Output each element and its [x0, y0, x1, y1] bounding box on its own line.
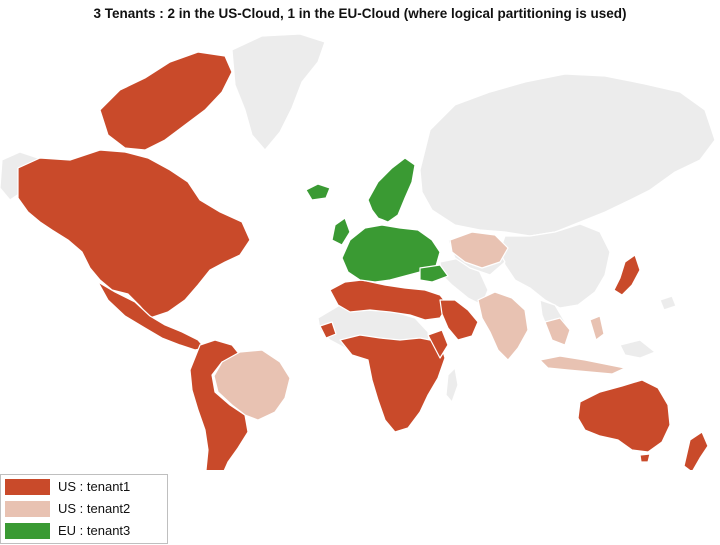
west-africa[interactable] [319, 321, 337, 339]
china[interactable] [499, 223, 611, 309]
southern-africa[interactable] [339, 334, 446, 433]
new-zealand[interactable] [683, 431, 709, 470]
japan[interactable] [613, 254, 641, 296]
turkey[interactable] [419, 264, 449, 283]
arabian-peninsula[interactable] [439, 299, 479, 341]
north-america[interactable] [17, 149, 251, 319]
tasmania[interactable] [639, 453, 651, 463]
southeast-asia[interactable] [544, 317, 571, 346]
world-map [0, 33, 716, 470]
legend-label-tenant2: US : tenant2 [58, 501, 131, 516]
australia[interactable] [577, 379, 671, 453]
legend-label-tenant3: EU : tenant3 [58, 523, 131, 538]
tenant1-regions [17, 51, 709, 470]
brazil[interactable] [213, 349, 291, 421]
russia[interactable] [419, 73, 716, 237]
uk-ireland[interactable] [331, 217, 351, 246]
tenant3-regions [305, 157, 449, 283]
kazakhstan[interactable] [449, 231, 509, 269]
legend-swatch-tenant2 [5, 501, 50, 517]
legend-item-tenant2: US : tenant2 [3, 499, 163, 519]
indonesia[interactable] [539, 355, 626, 375]
legend-item-tenant3: EU : tenant3 [3, 521, 163, 541]
east-africa[interactable] [427, 329, 449, 359]
greenland[interactable] [231, 33, 326, 151]
legend-item-tenant1: US : tenant1 [3, 477, 163, 497]
canada-arctic-islands[interactable] [99, 51, 233, 151]
scandinavia[interactable] [367, 157, 416, 223]
philippines[interactable] [589, 315, 605, 341]
legend: US : tenant1 US : tenant2 EU : tenant3 [0, 474, 168, 544]
papua-new-guinea[interactable] [619, 339, 656, 359]
tenant2-regions [213, 231, 626, 421]
map-title: 3 Tenants : 2 in the US-Cloud, 1 in the … [93, 6, 627, 21]
pacific-islands[interactable] [659, 295, 677, 311]
legend-swatch-tenant1 [5, 479, 50, 495]
legend-swatch-tenant3 [5, 523, 50, 539]
madagascar[interactable] [445, 367, 459, 403]
legend-label-tenant1: US : tenant1 [58, 479, 131, 494]
iceland[interactable] [305, 183, 331, 201]
india[interactable] [477, 291, 529, 361]
